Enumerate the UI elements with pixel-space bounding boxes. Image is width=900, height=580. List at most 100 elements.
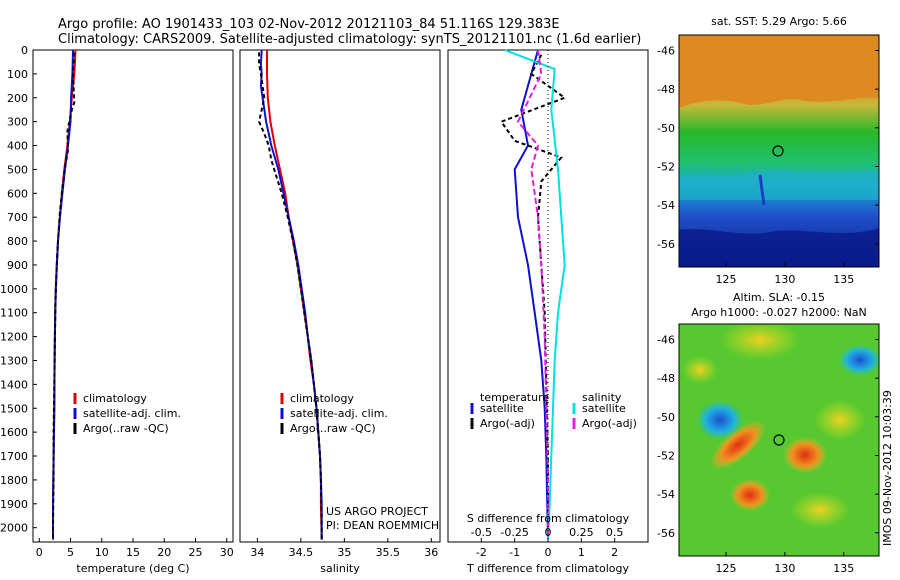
map-x-tick-label: 125	[716, 562, 737, 575]
legend-entry: satellite	[480, 402, 524, 415]
y-tick-label: 1700	[0, 450, 28, 463]
map-x-tick-label: 130	[774, 273, 795, 286]
legend-entry: Argo(-adj)	[480, 417, 535, 430]
sal-series-climatology	[266, 50, 323, 540]
map-y-tick-label: -54	[657, 488, 675, 501]
x-tick-label: 34	[250, 546, 264, 559]
x-tick-label: 15	[126, 546, 140, 559]
y-tick-label: 1200	[0, 331, 28, 344]
x-tick-label: -1	[509, 546, 520, 559]
x-tick-label: -2	[476, 546, 487, 559]
map-y-tick-label: -50	[657, 411, 675, 424]
x-tick-label: 30	[220, 546, 234, 559]
sst-map-title: sat. SST: 5.29 Argo: 5.66	[711, 15, 847, 28]
y-tick-label: 600	[7, 187, 28, 200]
y-tick-label: 300	[7, 116, 28, 129]
map-y-tick-label: -54	[657, 199, 675, 212]
s-diff-tick-label: -0.5	[471, 526, 492, 539]
temp-series-argo-raw-qc-	[52, 52, 76, 540]
x-tick-label: 2	[611, 546, 618, 559]
map-y-tick-label: -46	[657, 333, 675, 346]
diff-series-satellite	[513, 49, 549, 540]
legend-entry: satellite-adj. clim.	[290, 407, 388, 420]
y-tick-label: 0	[21, 44, 28, 57]
y-tick-label: 1600	[0, 426, 28, 439]
s-diff-tick-label: 0.25	[569, 526, 594, 539]
x-tick-label: 25	[189, 546, 203, 559]
sal-panel: 34 34.5 35 35.5 36 salinity climatology satelli…	[239, 49, 441, 575]
map-x-tick-label: 125	[716, 273, 737, 286]
y-tick-label: 400	[7, 140, 28, 153]
y-tick-label: 1100	[0, 307, 28, 320]
s-diff-tick-label: 0	[545, 526, 552, 539]
map-y-tick-label: -56	[657, 238, 675, 251]
legend-entry: Argo(..raw -QC)	[83, 422, 169, 435]
sst-map: sat. SST: 5.29 Argo: 5.66 125 130 135 -46 -4…	[657, 15, 880, 286]
legend-entry: satellite-adj. clim.	[83, 407, 181, 420]
y-tick-label: 2000	[0, 522, 28, 535]
map-y-tick-label: -48	[657, 83, 675, 96]
legend-group-temperature: temperature	[480, 391, 549, 404]
legend-entry: climatology	[290, 392, 354, 405]
y-tick-label: 1000	[0, 283, 28, 296]
sla-map: Altim. SLA: -0.15 Argo h1000: -0.027 h20…	[657, 291, 880, 575]
diff-series-satellite	[504, 49, 566, 540]
sst-argo-marker	[772, 145, 784, 157]
legend-entry: climatology	[83, 392, 147, 405]
s-diff-tick-label: 0.5	[606, 526, 624, 539]
s-diff-tick-label: -0.25	[500, 526, 528, 539]
y-tick-label: 1300	[0, 354, 28, 367]
x-tick-label: 34.5	[289, 546, 314, 559]
diff-x-label: T difference from climatology	[466, 562, 629, 575]
temp-panel: 0100200300400500600700800900100011001200…	[0, 44, 234, 575]
x-tick-label: 5	[67, 546, 74, 559]
x-tick-label: 0	[36, 546, 43, 559]
legend-group-salinity: salinity	[582, 391, 622, 404]
sla-argo-marker	[773, 434, 785, 446]
sal-x-label: salinity	[320, 562, 360, 575]
header-line-2: Climatology: CARS2009. Satellite-adjuste…	[58, 32, 641, 47]
y-tick-label: 1400	[0, 378, 28, 391]
map-y-tick-label: -52	[657, 160, 675, 173]
diff-series-argo-adj-	[499, 54, 567, 540]
x-tick-label: 35.5	[376, 546, 401, 559]
temp-axes-frame	[32, 49, 234, 543]
sla-map-title: Altim. SLA: -0.15	[733, 291, 825, 304]
project-annotation: PI: DEAN ROEMMICH	[326, 519, 439, 532]
legend-entry: satellite	[582, 402, 626, 415]
y-tick-label: 900	[7, 259, 28, 272]
y-tick-label: 1900	[0, 498, 28, 511]
map-x-tick-label: 130	[774, 562, 795, 575]
y-tick-label: 700	[7, 211, 28, 224]
s-diff-axis-label: S difference from climatology	[467, 512, 630, 525]
y-tick-label: 500	[7, 163, 28, 176]
y-tick-label: 1800	[0, 474, 28, 487]
map-x-tick-label: 135	[833, 562, 854, 575]
x-tick-label: 10	[95, 546, 109, 559]
y-tick-label: 800	[7, 235, 28, 248]
map-y-tick-label: -46	[657, 44, 675, 57]
map-y-tick-label: -50	[657, 122, 675, 135]
y-tick-label: 1500	[0, 402, 28, 415]
legend-entry: Argo(-adj)	[582, 417, 637, 430]
map-y-tick-label: -48	[657, 372, 675, 385]
profile-panels: 0100200300400500600700800900100011001200…	[0, 44, 649, 575]
x-tick-label: 1	[578, 546, 585, 559]
y-tick-label: 100	[7, 68, 28, 81]
temp-x-label: temperature (deg C)	[76, 562, 189, 575]
map-y-tick-label: -52	[657, 449, 675, 462]
diff-series-argo-adj-	[516, 49, 549, 540]
sal-axes-frame	[239, 49, 441, 543]
x-tick-label: 35	[337, 546, 351, 559]
diff-panel: -2 -1 0 1 2 T difference from climatology temp…	[447, 49, 649, 575]
map-y-tick-label: -56	[657, 527, 675, 540]
side-stamp: IMOS 09-Nov-2012 10:03:39	[881, 390, 894, 546]
map-x-tick-label: 135	[833, 273, 854, 286]
y-tick-label: 200	[7, 92, 28, 105]
header-line-1: Argo profile: AO 1901433_103 02-Nov-2012…	[58, 17, 560, 32]
legend-entry: Argo(..raw -QC)	[290, 422, 376, 435]
project-annotation: US ARGO PROJECT	[326, 505, 428, 518]
x-tick-label: 0	[545, 546, 552, 559]
sal-series-argo-raw-qc-	[258, 52, 323, 540]
